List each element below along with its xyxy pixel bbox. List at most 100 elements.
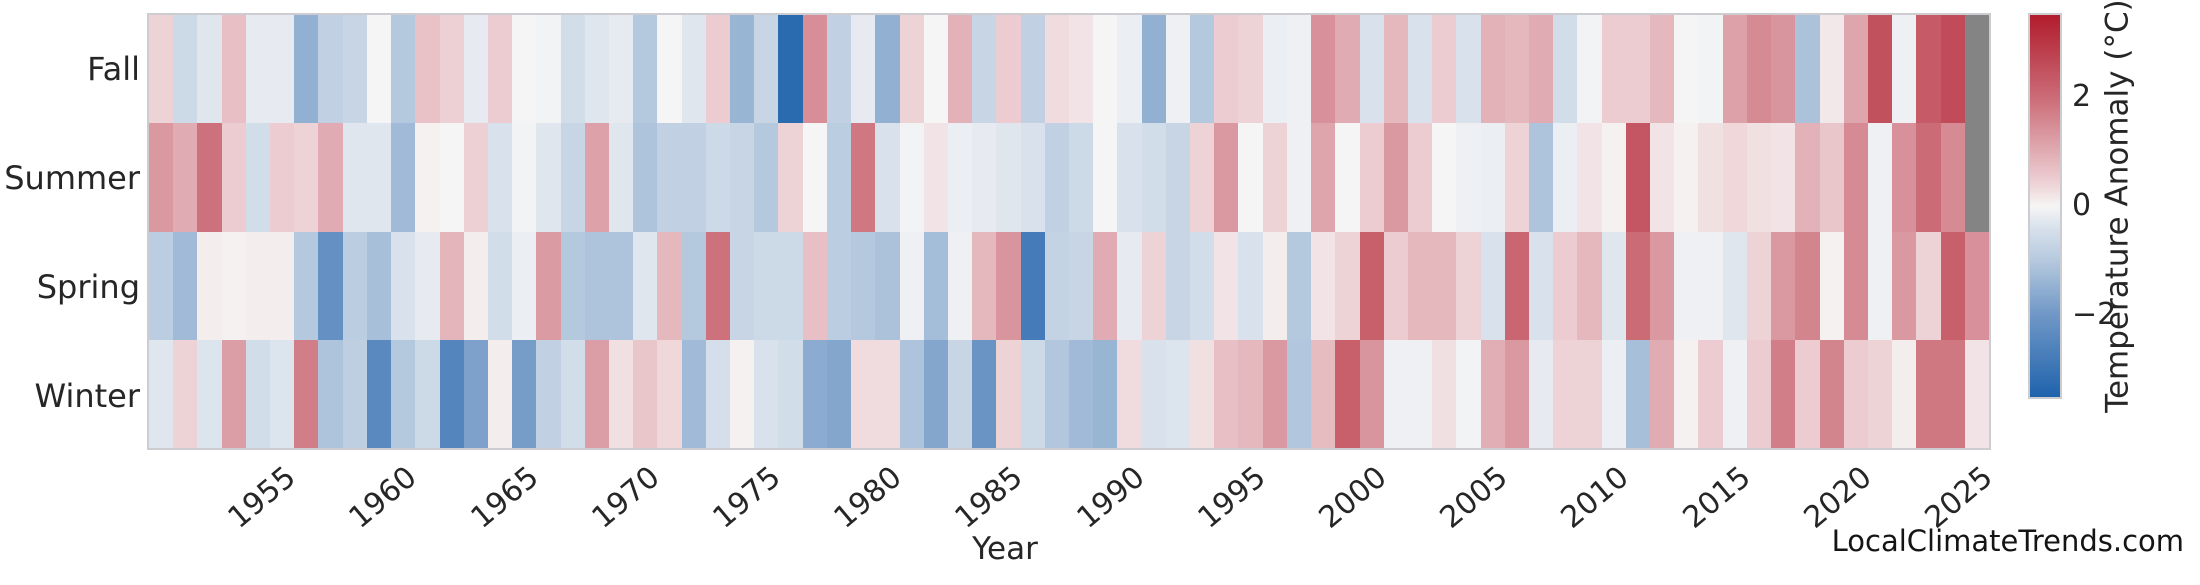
heatmap-cell (947, 123, 973, 232)
heatmap-cell (1480, 123, 1505, 232)
heatmap-cell (947, 15, 973, 124)
heatmap-cell (1068, 123, 1094, 232)
heatmap-cell (1916, 339, 1941, 448)
heatmap-cell (1141, 339, 1166, 448)
heatmap-cell (270, 15, 295, 124)
heatmap-cell (1577, 123, 1602, 232)
x-tick-label-1965: 1965 (464, 459, 546, 536)
heatmap-cell (1020, 231, 1045, 340)
heatmap-cell (1892, 123, 1917, 232)
heatmap-cell (1214, 123, 1239, 232)
heatmap-cell (536, 339, 561, 448)
heatmap-cell (1432, 123, 1457, 232)
heatmap-cell (1843, 231, 1868, 340)
heatmap-cell (1238, 231, 1263, 340)
heatmap-cell (1504, 339, 1529, 448)
heatmap-cell (1698, 15, 1723, 124)
heatmap-cell (657, 15, 682, 124)
heatmap-cell (415, 339, 440, 448)
heatmap-cell (608, 15, 634, 124)
heatmap-cell (1528, 123, 1554, 232)
heatmap-cell (1625, 15, 1651, 124)
heatmap-cell (1238, 15, 1263, 124)
heatmap-cell (1819, 123, 1844, 232)
heatmap-cell (923, 339, 948, 448)
heatmap-cell (1311, 231, 1336, 340)
heatmap-cell (1528, 231, 1554, 340)
heatmap-cell (173, 123, 198, 232)
heatmap-cell (1238, 123, 1263, 232)
heatmap-cell (1940, 15, 1965, 124)
heatmap-cell (1867, 339, 1893, 448)
heatmap-cell (1577, 15, 1602, 124)
heatmap-cell (366, 231, 392, 340)
heatmap-cell (923, 231, 948, 340)
heatmap-cell (294, 123, 319, 232)
heatmap-cell (705, 231, 731, 340)
x-tick-label-1955: 1955 (221, 459, 303, 536)
heatmap-cell (1044, 15, 1069, 124)
heatmap-cell (1916, 231, 1941, 340)
heatmap-cell (972, 339, 997, 448)
heatmap-cell (245, 231, 271, 340)
colorbar-gradient (2030, 15, 2060, 397)
heatmap-cell (1722, 339, 1747, 448)
heatmap-cell (705, 123, 731, 232)
heatmap-cell (1359, 15, 1384, 124)
heatmap-cell (1650, 339, 1675, 448)
heatmap-cell (512, 231, 537, 340)
y-tick-label-spring: Spring (36, 267, 140, 306)
heatmap-cell (1795, 339, 1820, 448)
heatmap-cell (1819, 15, 1844, 124)
heatmap-cell (826, 339, 852, 448)
heatmap-cell (1480, 231, 1505, 340)
heatmap-cell (1746, 231, 1772, 340)
heatmap-cell (681, 15, 706, 124)
heatmap-cell (1141, 15, 1166, 124)
heatmap-cell (1819, 339, 1844, 448)
heatmap-cell (754, 15, 779, 124)
heatmap-cell (1117, 339, 1142, 448)
heatmap-cell (996, 231, 1021, 340)
heatmap-cell (1359, 123, 1384, 232)
heatmap-cell (705, 339, 731, 448)
heatmap-cell (463, 123, 488, 232)
heatmap-cell (149, 15, 174, 124)
heatmap-cell (197, 15, 222, 124)
y-tick-label-winter: Winter (34, 376, 141, 415)
y-tick-label-fall: Fall (87, 50, 140, 89)
heatmap-cell (851, 339, 876, 448)
heatmap-cell (149, 339, 174, 448)
heatmap-cell (318, 15, 343, 124)
heatmap-cell (1892, 339, 1917, 448)
heatmap-cell (802, 123, 827, 232)
heatmap-cell (463, 231, 488, 340)
heatmap-cell (1190, 231, 1215, 340)
heatmap-cell (560, 15, 585, 124)
heatmap-cell (1625, 339, 1651, 448)
heatmap-cell (1262, 15, 1287, 124)
heatmap-cell (730, 339, 755, 448)
heatmap-cell (1892, 231, 1917, 340)
heatmap-cell (439, 231, 464, 340)
x-tick-label-1985: 1985 (948, 459, 1030, 536)
heatmap-cell (584, 123, 609, 232)
heatmap-cell (1456, 339, 1481, 448)
heatmap-cell (318, 123, 343, 232)
x-tick-label-1990: 1990 (1070, 459, 1152, 536)
heatmap-cell (391, 15, 416, 124)
heatmap-cell (487, 15, 513, 124)
heatmap-cell (754, 123, 779, 232)
heatmap-cell (1407, 123, 1433, 232)
heatmap-cell (1044, 123, 1069, 232)
heatmap-cell (270, 123, 295, 232)
heatmap-cell (270, 231, 295, 340)
heatmap-cell (536, 123, 561, 232)
heatmap-cell (1383, 231, 1408, 340)
heatmap-cell (1238, 339, 1263, 448)
heatmap-cell (149, 123, 174, 232)
heatmap-cell (802, 339, 827, 448)
heatmap-cell (754, 339, 779, 448)
heatmap-grid (149, 15, 1989, 448)
